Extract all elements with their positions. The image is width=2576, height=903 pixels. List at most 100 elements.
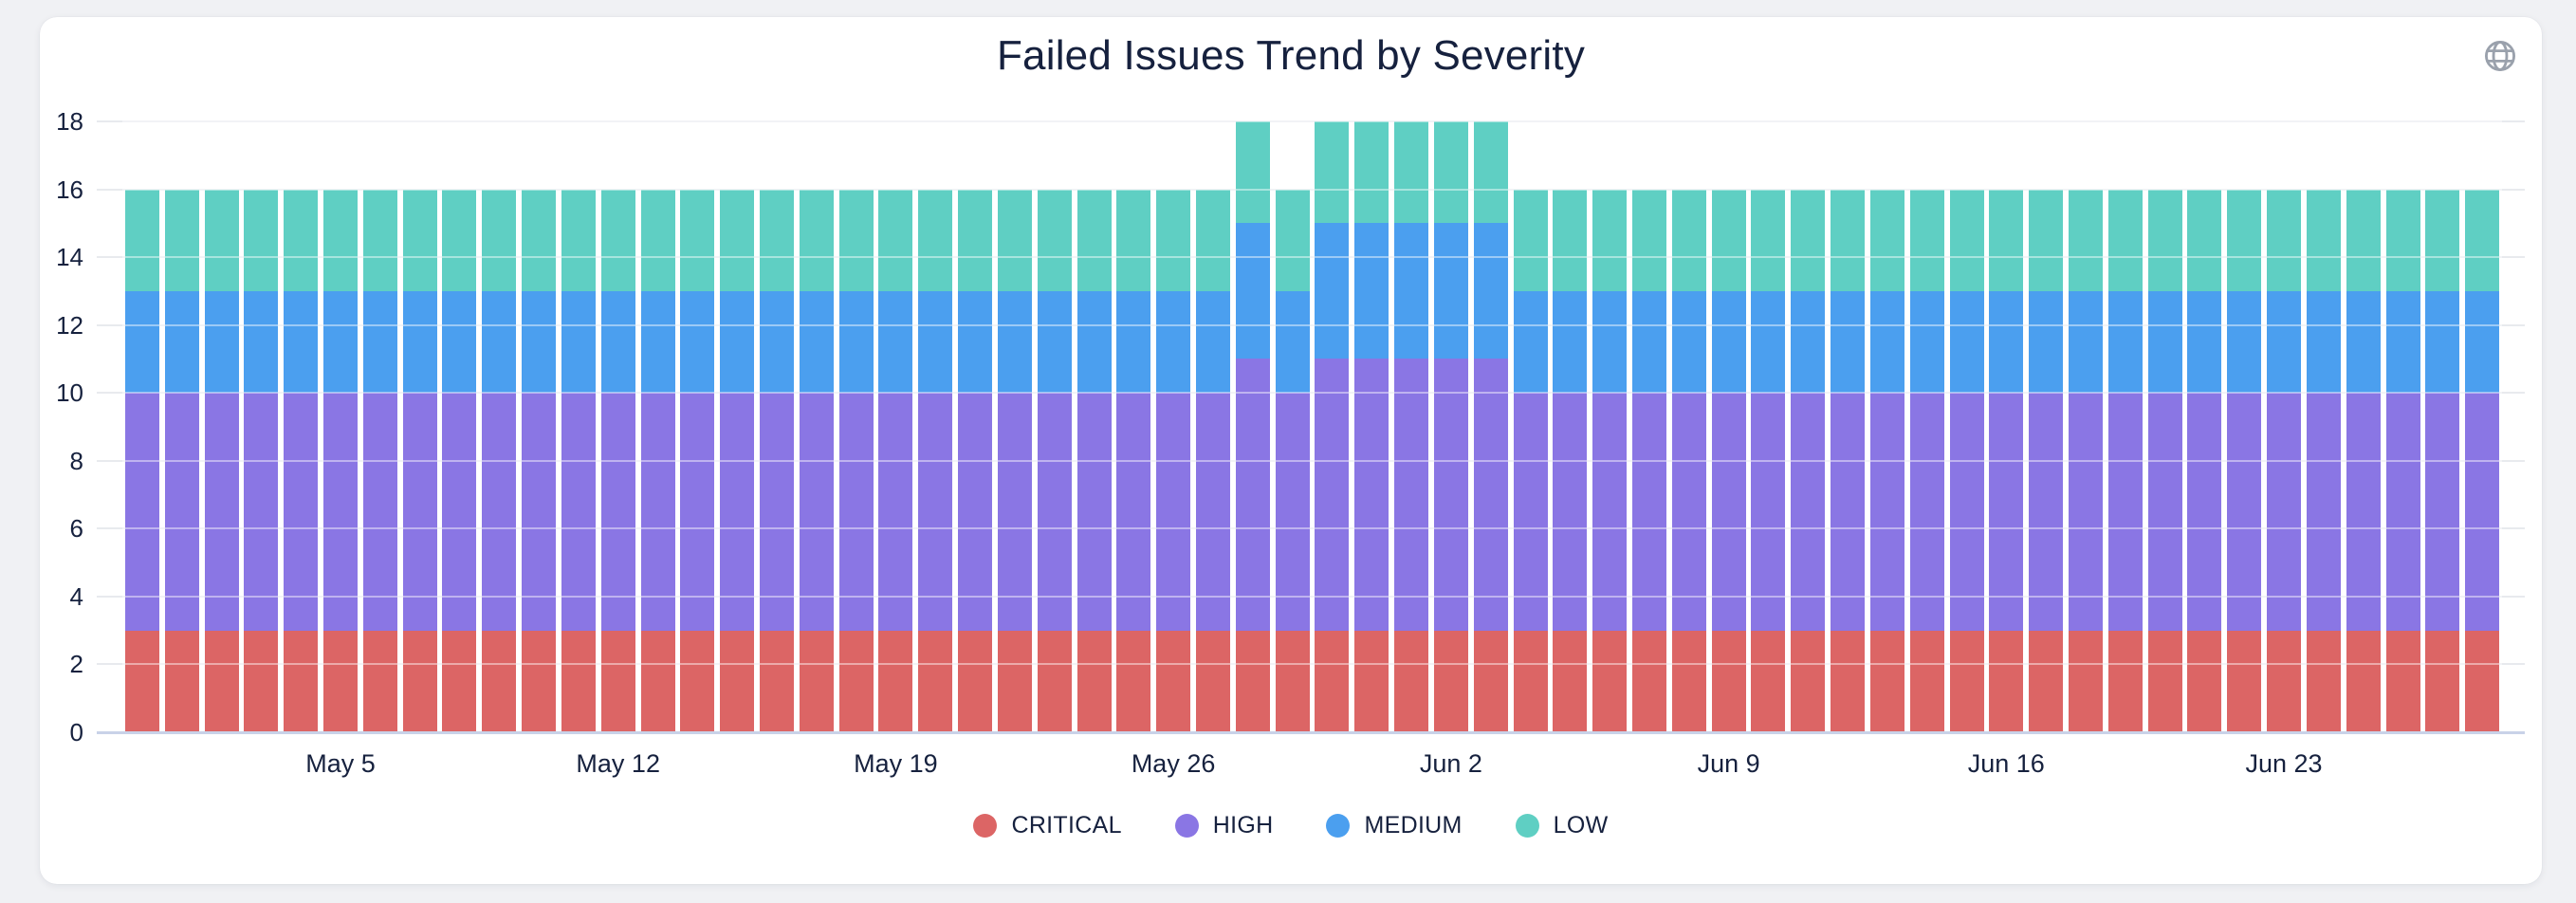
segment-low xyxy=(164,189,199,291)
legend-item-critical[interactable]: CRITICAL xyxy=(973,812,1121,839)
bar-jun-25[interactable] xyxy=(2346,189,2381,732)
bar-may-29[interactable] xyxy=(1275,189,1310,732)
bar-jun-5[interactable] xyxy=(1553,189,1588,732)
segment-low xyxy=(1631,189,1666,291)
segment-critical xyxy=(402,630,437,732)
legend-item-low[interactable]: LOW xyxy=(1515,812,1609,839)
segment-high xyxy=(1989,393,2024,631)
segment-critical xyxy=(1513,630,1548,732)
bar-jun-12[interactable] xyxy=(1831,189,1865,732)
bar-jun-27[interactable] xyxy=(2425,189,2460,732)
bar-may-15[interactable] xyxy=(720,189,755,732)
bar-jun-7[interactable] xyxy=(1631,189,1666,732)
globe-icon[interactable] xyxy=(2482,38,2518,74)
bar-jun-1[interactable] xyxy=(1394,121,1428,732)
bar-may-31[interactable] xyxy=(1354,121,1389,732)
bar-jun-13[interactable] xyxy=(1869,189,1904,732)
bar-apr-30[interactable] xyxy=(124,189,159,732)
bar-may-10[interactable] xyxy=(522,189,557,732)
bar-may-13[interactable] xyxy=(640,189,675,732)
segment-critical xyxy=(1275,630,1310,732)
segment-critical xyxy=(799,630,834,732)
bar-may-16[interactable] xyxy=(760,189,794,732)
bar-may-30[interactable] xyxy=(1315,121,1350,732)
bar-jun-17[interactable] xyxy=(2029,189,2064,732)
bar-may-25[interactable] xyxy=(1116,189,1151,732)
bar-jun-9[interactable] xyxy=(1711,189,1746,732)
segment-low xyxy=(482,189,517,291)
bar-may-19[interactable] xyxy=(878,189,913,732)
bar-may-22[interactable] xyxy=(997,189,1032,732)
bar-jun-20[interactable] xyxy=(2147,189,2182,732)
bar-may-7[interactable] xyxy=(402,189,437,732)
segment-high xyxy=(2029,393,2064,631)
segment-low xyxy=(1553,189,1588,291)
bar-may-6[interactable] xyxy=(362,189,397,732)
bar-jun-8[interactable] xyxy=(1671,189,1706,732)
segment-medium xyxy=(284,290,319,394)
bar-may-28[interactable] xyxy=(1235,121,1270,732)
bar-may-23[interactable] xyxy=(1037,189,1072,732)
segment-critical xyxy=(2306,630,2341,732)
bar-jun-19[interactable] xyxy=(2107,189,2143,732)
bar-jun-6[interactable] xyxy=(1592,189,1628,732)
segment-low xyxy=(2227,189,2262,291)
bar-may-9[interactable] xyxy=(482,189,517,732)
segment-high xyxy=(1354,359,1389,631)
y-axis-tick-0: 0 xyxy=(69,718,83,746)
bar-jun-22[interactable] xyxy=(2227,189,2262,732)
legend-item-medium[interactable]: MEDIUM xyxy=(1326,812,1462,839)
bar-jun-10[interactable] xyxy=(1751,189,1786,732)
bar-jun-4[interactable] xyxy=(1513,189,1548,732)
bar-may-1[interactable] xyxy=(164,189,199,732)
bar-may-3[interactable] xyxy=(244,189,279,732)
bar-jun-21[interactable] xyxy=(2187,189,2222,732)
segment-low xyxy=(2385,189,2420,291)
bar-jun-18[interactable] xyxy=(2068,189,2103,732)
bar-jun-26[interactable] xyxy=(2385,189,2420,732)
bar-may-11[interactable] xyxy=(561,189,596,732)
segment-high xyxy=(1711,393,1746,631)
bar-may-27[interactable] xyxy=(1196,189,1230,732)
legend-item-high[interactable]: HIGH xyxy=(1174,812,1274,839)
bar-may-14[interactable] xyxy=(680,189,715,732)
segment-high xyxy=(1275,393,1310,631)
segment-medium xyxy=(918,290,953,394)
segment-medium xyxy=(2227,290,2262,394)
bar-may-4[interactable] xyxy=(284,189,319,732)
bar-jun-2[interactable] xyxy=(1433,121,1468,732)
segment-critical xyxy=(640,630,675,732)
segment-high xyxy=(2346,393,2381,631)
bar-may-12[interactable] xyxy=(600,189,635,732)
gridline-overlay-y16 xyxy=(122,188,2502,191)
segment-medium xyxy=(164,290,199,394)
segment-critical xyxy=(600,630,635,732)
segment-high xyxy=(2227,393,2262,631)
bar-may-26[interactable] xyxy=(1156,189,1191,732)
bar-jun-15[interactable] xyxy=(1949,189,1984,732)
bar-may-21[interactable] xyxy=(958,189,993,732)
bar-jun-3[interactable] xyxy=(1473,121,1508,732)
bar-may-24[interactable] xyxy=(1076,189,1112,732)
segment-low xyxy=(2267,189,2301,291)
bar-jun-28[interactable] xyxy=(2465,189,2500,732)
bar-may-8[interactable] xyxy=(442,189,477,732)
segment-medium xyxy=(1751,290,1786,394)
segment-medium xyxy=(1791,290,1826,394)
bar-may-20[interactable] xyxy=(918,189,953,732)
segment-low xyxy=(680,189,715,291)
bar-may-18[interactable] xyxy=(838,189,874,732)
bar-jun-16[interactable] xyxy=(1989,189,2024,732)
bar-may-2[interactable] xyxy=(204,189,239,732)
bar-jun-14[interactable] xyxy=(1909,189,1944,732)
gridline-y18 xyxy=(97,120,2525,122)
segment-medium xyxy=(244,290,279,394)
chart-title: Failed Issues Trend by Severity xyxy=(996,32,1586,79)
bar-may-5[interactable] xyxy=(323,189,358,732)
segment-critical xyxy=(1711,630,1746,732)
bar-jun-24[interactable] xyxy=(2306,189,2341,732)
bar-jun-23[interactable] xyxy=(2267,189,2301,732)
segment-critical xyxy=(522,630,557,732)
bar-jun-11[interactable] xyxy=(1791,189,1826,732)
bar-may-17[interactable] xyxy=(799,189,834,732)
